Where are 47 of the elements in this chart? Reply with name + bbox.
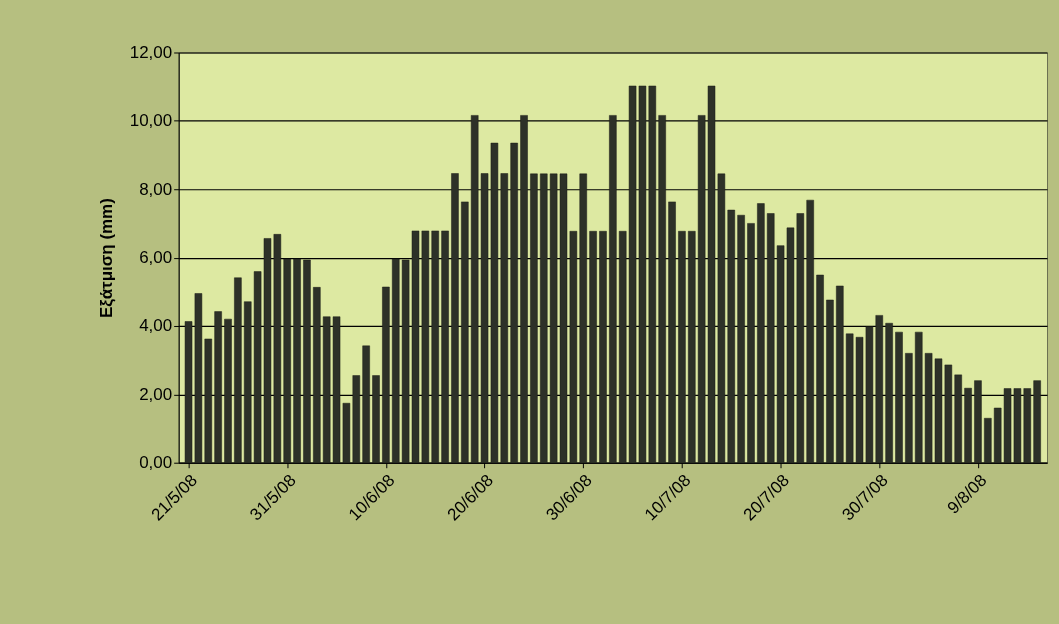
bar bbox=[678, 231, 686, 463]
bar bbox=[441, 230, 449, 463]
bar bbox=[954, 374, 962, 463]
y-tick-label: 12,00 bbox=[129, 42, 173, 62]
bar bbox=[668, 201, 676, 463]
bar bbox=[293, 258, 301, 463]
bar bbox=[431, 230, 439, 463]
bar bbox=[303, 259, 311, 463]
bar bbox=[214, 311, 222, 463]
bar bbox=[826, 299, 834, 463]
bar bbox=[806, 199, 814, 463]
bar bbox=[688, 231, 696, 463]
bar bbox=[895, 331, 903, 463]
bar bbox=[747, 223, 755, 463]
bar bbox=[609, 115, 617, 463]
bar bbox=[362, 345, 370, 463]
bar bbox=[905, 353, 913, 463]
bar bbox=[461, 201, 469, 463]
bar bbox=[1033, 380, 1041, 463]
bar bbox=[984, 418, 992, 463]
bar bbox=[885, 322, 893, 463]
bar bbox=[313, 287, 321, 463]
bar bbox=[283, 258, 291, 463]
y-tick-label: 8,00 bbox=[139, 179, 173, 199]
y-tick-label: 2,00 bbox=[139, 384, 173, 404]
bar bbox=[382, 286, 390, 463]
bar bbox=[520, 115, 528, 463]
bar bbox=[658, 115, 666, 463]
bar bbox=[737, 214, 745, 463]
bar bbox=[372, 375, 380, 463]
bar bbox=[234, 277, 242, 463]
bar bbox=[224, 318, 232, 463]
bar bbox=[599, 231, 607, 463]
bar bbox=[816, 274, 824, 463]
bar bbox=[589, 231, 597, 463]
y-axis-title: Εξάτμιση (mm) bbox=[96, 198, 116, 319]
bar bbox=[530, 173, 538, 463]
bar bbox=[974, 380, 982, 463]
y-tick-label: 10,00 bbox=[129, 111, 173, 131]
bar bbox=[757, 203, 765, 463]
y-tick-label: 6,00 bbox=[139, 248, 173, 268]
y-tick-label: 0,00 bbox=[139, 453, 173, 473]
bar bbox=[451, 173, 459, 463]
y-tick-label: 4,00 bbox=[139, 316, 173, 336]
bar bbox=[964, 387, 972, 463]
bar bbox=[510, 142, 518, 463]
bar bbox=[836, 285, 844, 463]
